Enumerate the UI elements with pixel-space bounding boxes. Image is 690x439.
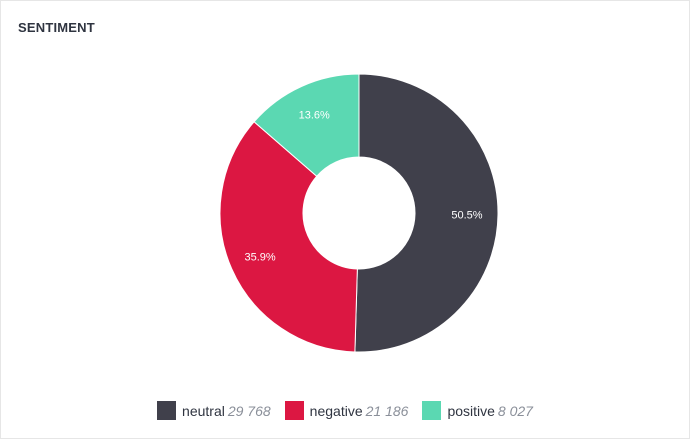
legend-swatch-negative xyxy=(284,401,304,420)
slice-label-neutral: 50.5% xyxy=(451,210,482,222)
legend-name: positive xyxy=(447,402,495,419)
slice-label-positive: 13.6% xyxy=(299,110,330,122)
sentiment-donut-chart: 50.5% 35.9% 13.6% xyxy=(219,73,499,353)
slice-label-negative: 35.9% xyxy=(244,251,275,263)
legend-swatch-positive xyxy=(422,401,442,420)
chart-legend: neutral 29 768 negative 21 186 positive 8 027 xyxy=(0,401,690,420)
legend-text: positive 8 027 xyxy=(447,403,533,419)
card-title: SENTIMENT xyxy=(18,20,95,35)
legend-text: negative 21 186 xyxy=(310,403,409,419)
legend-count: 8 027 xyxy=(497,402,533,419)
legend-name: neutral xyxy=(182,402,225,419)
slice-negative[interactable] xyxy=(219,121,358,353)
slice-neutral[interactable] xyxy=(354,73,499,353)
legend-name: negative xyxy=(309,402,363,419)
legend-item-negative[interactable]: negative 21 186 xyxy=(284,401,409,420)
legend-count: 29 768 xyxy=(227,402,271,419)
legend-count: 21 186 xyxy=(365,402,409,419)
chart-area: 50.5% 35.9% 13.6% xyxy=(219,73,499,353)
legend-item-neutral[interactable]: neutral 29 768 xyxy=(157,401,271,420)
legend-item-positive[interactable]: positive 8 027 xyxy=(422,401,533,420)
legend-swatch-neutral xyxy=(157,401,177,420)
slice-positive[interactable] xyxy=(253,73,360,177)
legend-text: neutral 29 768 xyxy=(182,403,271,419)
